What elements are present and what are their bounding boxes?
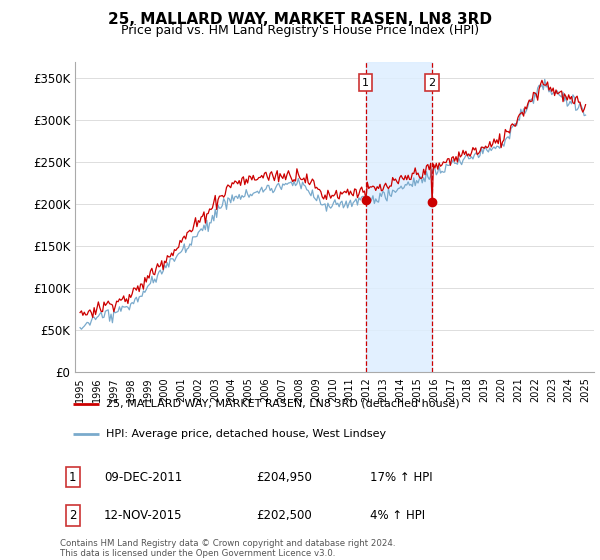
Text: 17% ↑ HPI: 17% ↑ HPI xyxy=(370,471,432,484)
Text: £202,500: £202,500 xyxy=(256,509,312,522)
Text: 2: 2 xyxy=(428,78,435,87)
Text: 2: 2 xyxy=(69,509,77,522)
Text: 09-DEC-2011: 09-DEC-2011 xyxy=(104,471,182,484)
Text: 1: 1 xyxy=(69,471,77,484)
Text: 1: 1 xyxy=(362,78,369,87)
Text: £204,950: £204,950 xyxy=(256,471,312,484)
Text: 25, MALLARD WAY, MARKET RASEN, LN8 3RD (detached house): 25, MALLARD WAY, MARKET RASEN, LN8 3RD (… xyxy=(106,399,460,409)
Text: 25, MALLARD WAY, MARKET RASEN, LN8 3RD: 25, MALLARD WAY, MARKET RASEN, LN8 3RD xyxy=(108,12,492,27)
Text: HPI: Average price, detached house, West Lindsey: HPI: Average price, detached house, West… xyxy=(106,430,386,440)
Text: 4% ↑ HPI: 4% ↑ HPI xyxy=(370,509,425,522)
Text: Contains HM Land Registry data © Crown copyright and database right 2024.
This d: Contains HM Land Registry data © Crown c… xyxy=(60,539,395,558)
Text: 12-NOV-2015: 12-NOV-2015 xyxy=(104,509,182,522)
Bar xyxy=(365,62,432,372)
Text: Price paid vs. HM Land Registry's House Price Index (HPI): Price paid vs. HM Land Registry's House … xyxy=(121,24,479,38)
